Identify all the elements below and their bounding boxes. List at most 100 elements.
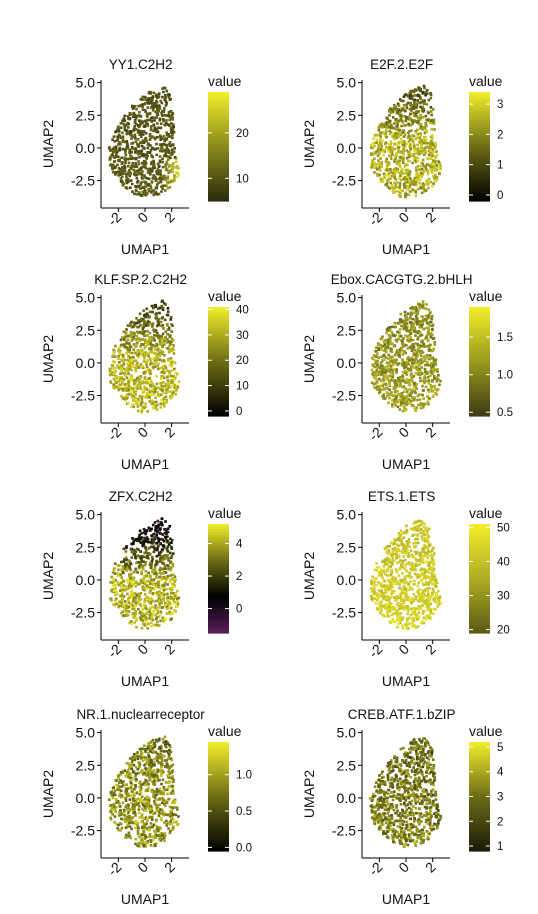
umap-point bbox=[418, 307, 422, 310]
umap-point bbox=[118, 141, 121, 144]
umap-point bbox=[162, 364, 165, 367]
umap-point bbox=[154, 600, 157, 603]
umap-point bbox=[426, 315, 430, 319]
umap-point bbox=[143, 536, 146, 540]
umap-point bbox=[387, 362, 391, 365]
colorbar-segment bbox=[208, 119, 229, 123]
umap-point bbox=[145, 114, 149, 117]
umap-point bbox=[162, 576, 165, 579]
umap-point bbox=[370, 163, 374, 167]
umap-point bbox=[176, 589, 179, 593]
umap-point bbox=[134, 119, 137, 123]
umap-point bbox=[414, 314, 418, 318]
umap-point bbox=[161, 345, 164, 348]
umap-point bbox=[418, 304, 422, 308]
umap-point bbox=[153, 119, 156, 122]
umap-point bbox=[373, 376, 376, 379]
umap-point bbox=[406, 357, 409, 361]
umap-point bbox=[423, 374, 426, 378]
umap-point bbox=[172, 378, 176, 382]
umap-point bbox=[422, 600, 425, 604]
umap-point bbox=[170, 330, 174, 333]
umap-point bbox=[426, 388, 430, 392]
umap-point bbox=[123, 558, 126, 561]
umap-point bbox=[401, 121, 405, 124]
umap-point bbox=[137, 321, 141, 324]
umap-point bbox=[129, 389, 132, 392]
umap-point bbox=[418, 594, 422, 598]
umap-point bbox=[124, 161, 127, 165]
umap-point bbox=[157, 192, 161, 196]
umap-point bbox=[129, 179, 133, 182]
umap-point bbox=[429, 121, 432, 124]
umap-point bbox=[138, 376, 141, 379]
umap-point bbox=[438, 596, 442, 600]
umap-point bbox=[406, 318, 409, 321]
umap-point bbox=[397, 190, 401, 194]
umap-point bbox=[133, 596, 136, 599]
umap-point bbox=[134, 147, 138, 150]
umap-point bbox=[429, 180, 433, 184]
umap-point bbox=[411, 180, 414, 184]
umap-point bbox=[430, 157, 433, 160]
umap-point bbox=[143, 598, 147, 601]
umap-point bbox=[115, 375, 119, 379]
umap-point bbox=[422, 187, 425, 190]
colorbar-segment bbox=[208, 309, 229, 314]
umap-point bbox=[116, 564, 119, 567]
umap-point bbox=[410, 374, 414, 378]
umap-point bbox=[164, 395, 168, 398]
umap-point bbox=[147, 368, 150, 371]
colorbar-segment bbox=[208, 524, 229, 528]
umap-point bbox=[168, 186, 172, 189]
umap-point bbox=[415, 169, 418, 172]
umap-point bbox=[430, 161, 434, 165]
umap-point bbox=[408, 115, 411, 118]
umap-point bbox=[402, 152, 405, 156]
umap-point bbox=[396, 381, 399, 385]
y-tick-label: 0.0 bbox=[76, 355, 96, 371]
umap-point bbox=[151, 189, 154, 192]
umap-point bbox=[149, 106, 153, 109]
umap-point bbox=[391, 186, 395, 190]
umap-point bbox=[114, 153, 118, 156]
umap-point bbox=[169, 180, 172, 184]
colorbar-segment bbox=[208, 350, 229, 354]
umap-point bbox=[398, 619, 401, 622]
umap-point bbox=[113, 572, 117, 575]
umap-point bbox=[421, 612, 425, 615]
umap-point bbox=[117, 130, 121, 133]
umap-point bbox=[141, 108, 145, 111]
umap-point bbox=[410, 109, 413, 112]
umap-point bbox=[166, 545, 170, 548]
umap-point bbox=[169, 390, 172, 393]
umap-point bbox=[149, 582, 152, 585]
umap-point bbox=[403, 380, 406, 384]
umap-point bbox=[131, 395, 134, 399]
umap-point bbox=[388, 396, 391, 400]
colorbar-segment bbox=[469, 124, 490, 129]
umap-point bbox=[168, 370, 172, 373]
umap-point bbox=[378, 149, 381, 153]
umap-point bbox=[415, 312, 418, 316]
umap-point bbox=[116, 125, 120, 129]
umap-point bbox=[433, 387, 437, 391]
umap-point bbox=[388, 329, 392, 332]
colorbar-segment bbox=[469, 391, 490, 395]
umap-point bbox=[379, 384, 382, 388]
umap-point bbox=[132, 405, 135, 409]
umap-point bbox=[432, 337, 435, 340]
umap-point bbox=[134, 612, 138, 615]
umap-point bbox=[394, 135, 397, 138]
umap-point bbox=[425, 598, 429, 601]
umap-point bbox=[395, 570, 399, 574]
umap-point bbox=[420, 592, 423, 595]
umap-point bbox=[122, 338, 126, 341]
colorbar-segment bbox=[469, 364, 490, 368]
umap-point bbox=[386, 338, 390, 342]
umap-point bbox=[151, 591, 155, 595]
umap-point bbox=[406, 609, 410, 612]
umap-point bbox=[131, 164, 134, 168]
umap-point bbox=[155, 554, 159, 558]
umap-point bbox=[126, 115, 130, 118]
